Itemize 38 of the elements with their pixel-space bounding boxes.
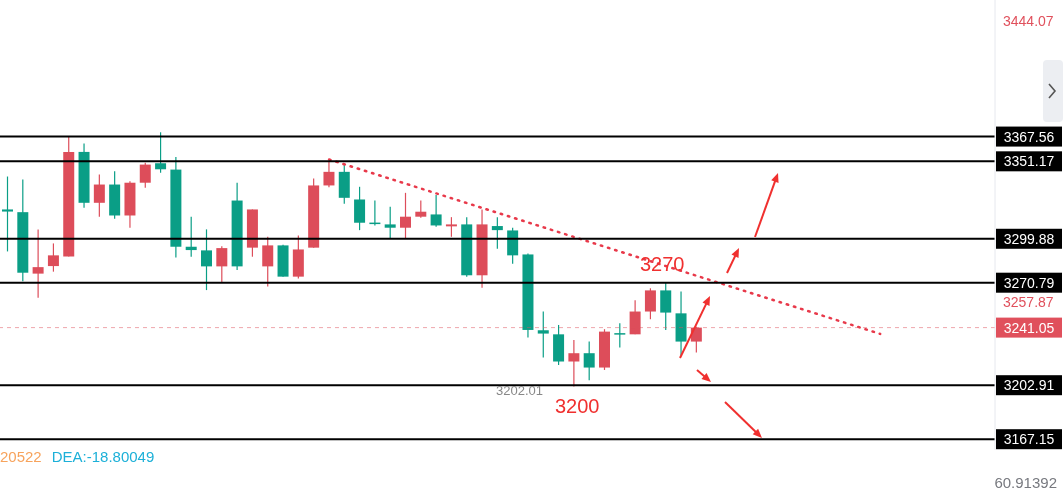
candlestick — [491, 216, 503, 250]
candlestick — [354, 186, 366, 231]
ref-line-label: 3367.56 — [1003, 128, 1055, 145]
candlestick — [32, 228, 44, 299]
annotation: 20522 — [0, 448, 42, 465]
candlestick — [400, 192, 411, 240]
candlestick — [323, 160, 335, 188]
annotation: 3200 — [555, 394, 600, 417]
candlestick — [201, 228, 212, 291]
candlestick — [568, 339, 580, 388]
ref-line-label: 3202.91 — [1003, 377, 1055, 394]
candlestick — [690, 326, 702, 354]
ref-line-label: 3299.88 — [1003, 230, 1055, 247]
candlestick — [583, 340, 595, 381]
ref-line-label: 3167.15 — [1003, 431, 1055, 448]
candlestick — [430, 194, 442, 228]
candlestick — [644, 287, 656, 320]
y-tick-label: 3444.07 — [1003, 13, 1054, 30]
candlestick — [660, 282, 672, 331]
candlestick — [47, 242, 59, 273]
candlestick — [93, 173, 105, 218]
candlestick — [216, 245, 228, 284]
annotation: DEA:-18.80049 — [51, 448, 155, 465]
ref-line-label: 3241.05 — [1003, 319, 1055, 336]
y-tick-label: 3257.87 — [1003, 294, 1054, 311]
text: 60.91392 — [994, 474, 1057, 491]
candlestick — [629, 299, 641, 335]
candlestick — [445, 216, 457, 238]
candlestick — [614, 322, 626, 349]
ref-line-label: 3351.17 — [1003, 153, 1055, 170]
candlestick — [384, 206, 396, 240]
candlestick — [537, 310, 549, 359]
candlestick — [2, 175, 13, 253]
candlestick — [155, 131, 167, 174]
candlestick — [139, 162, 151, 189]
candlestick — [262, 236, 274, 288]
ref-line-label: 3270.79 — [1003, 274, 1055, 291]
annotation: 3202.01 — [496, 382, 543, 398]
